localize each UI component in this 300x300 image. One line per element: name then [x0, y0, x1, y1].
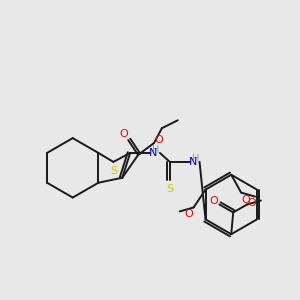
Text: O: O: [242, 194, 250, 205]
Text: O: O: [209, 196, 218, 206]
Text: N: N: [149, 148, 157, 158]
Text: O: O: [184, 209, 193, 219]
Text: O: O: [248, 197, 256, 208]
Text: H: H: [192, 154, 199, 164]
Text: H: H: [152, 145, 160, 155]
Text: S: S: [166, 184, 173, 194]
Text: S: S: [110, 166, 117, 176]
Text: O: O: [120, 129, 129, 139]
Text: N: N: [188, 157, 197, 167]
Text: O: O: [154, 135, 163, 145]
